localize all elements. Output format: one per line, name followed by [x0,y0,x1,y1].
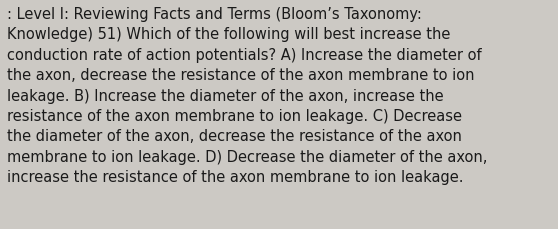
Text: : Level I: Reviewing Facts and Terms (Bloom’s Taxonomy:
Knowledge) 51) Which of : : Level I: Reviewing Facts and Terms (Bl… [7,7,488,184]
